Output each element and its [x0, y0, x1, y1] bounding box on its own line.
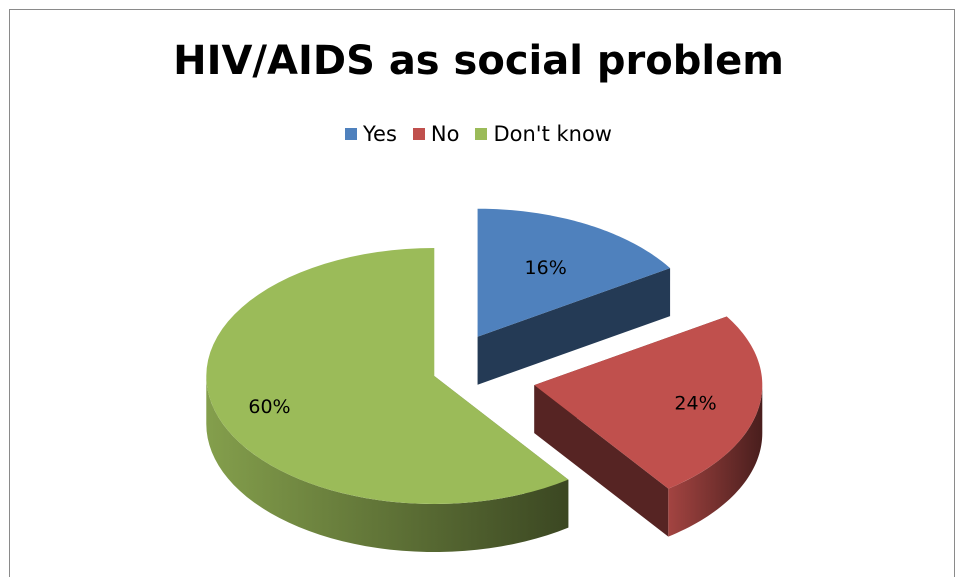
- data-label-dont-know: 60%: [248, 396, 290, 418]
- slice-cut-face-yes-1: [477, 268, 671, 385]
- slice-yes: [477, 208, 671, 385]
- slice-top-no: [534, 316, 763, 489]
- slice-top-dont-know: [206, 248, 569, 505]
- chart-title: HIV/AIDS as social problem: [173, 38, 784, 84]
- legend: Yes No Don't know: [0, 122, 957, 146]
- legend-swatch-yes: [345, 128, 357, 140]
- legend-swatch-dont-know: [475, 128, 488, 140]
- legend-label-no: No: [430, 122, 460, 146]
- slice-side-dont-know-0: [206, 376, 569, 553]
- legend-label-dont-know: Don't know: [493, 122, 612, 146]
- slice-top-yes: [477, 208, 671, 337]
- slice-dont-know: [206, 248, 569, 553]
- legend-item-yes: Yes: [345, 122, 397, 146]
- legend-swatch-no: [412, 128, 425, 140]
- slice-no: [534, 316, 763, 537]
- legend-item-dont-know: Don't know: [475, 122, 612, 146]
- slice-side-no-0: [668, 385, 763, 537]
- legend-item-no: No: [412, 122, 460, 146]
- legend-label-yes: Yes: [363, 122, 397, 146]
- slice-cut-face-no-1: [534, 385, 669, 537]
- data-label-no: 24%: [674, 392, 716, 414]
- data-label-yes: 16%: [525, 257, 567, 279]
